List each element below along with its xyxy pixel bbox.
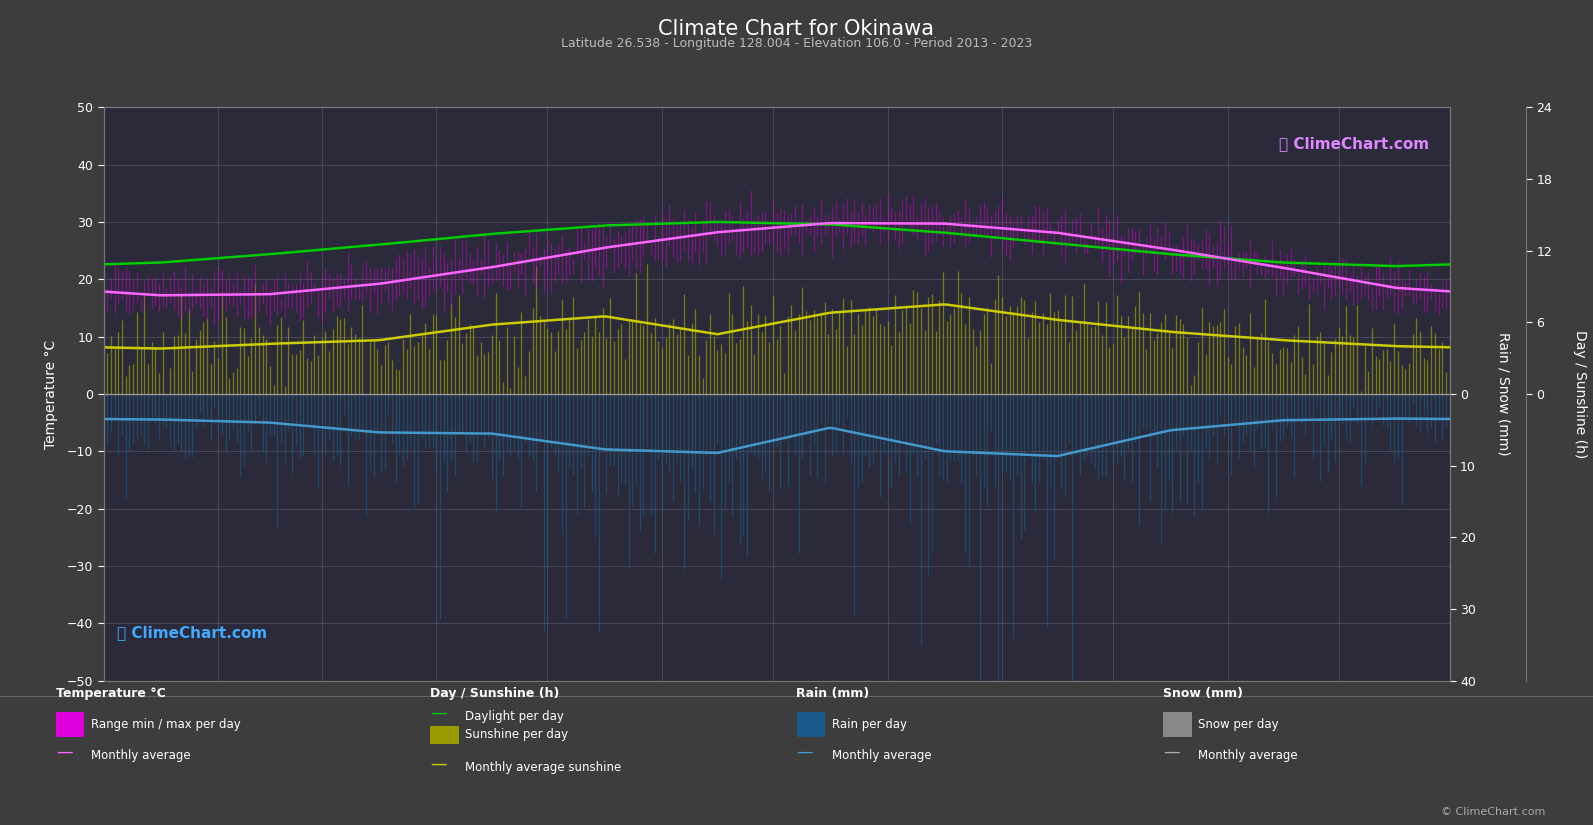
Text: Daylight per day: Daylight per day [465,710,564,724]
Text: Range min / max per day: Range min / max per day [91,718,241,731]
Text: —: — [56,742,72,761]
Text: Day / Sunshine (h): Day / Sunshine (h) [430,687,559,700]
Text: —: — [796,742,812,761]
Y-axis label: Day / Sunshine (h): Day / Sunshine (h) [1574,330,1587,458]
Text: Sunshine per day: Sunshine per day [465,728,569,741]
Text: 🌍 ClimeChart.com: 🌍 ClimeChart.com [1279,136,1429,151]
Y-axis label: Temperature °C: Temperature °C [45,339,59,449]
Text: Rain per day: Rain per day [832,718,906,731]
Text: —: — [430,704,446,722]
Y-axis label: Rain / Snow (mm): Rain / Snow (mm) [1497,332,1510,455]
Text: Snow (mm): Snow (mm) [1163,687,1243,700]
Text: Climate Chart for Okinawa: Climate Chart for Okinawa [658,19,935,39]
Text: Monthly average: Monthly average [832,749,932,762]
Text: Latitude 26.538 - Longitude 128.004 - Elevation 106.0 - Period 2013 - 2023: Latitude 26.538 - Longitude 128.004 - El… [561,37,1032,50]
Text: Snow per day: Snow per day [1198,718,1279,731]
Text: —: — [1163,742,1179,761]
Text: —: — [430,755,446,773]
Text: Rain (mm): Rain (mm) [796,687,870,700]
Text: Monthly average: Monthly average [1198,749,1298,762]
Text: Temperature °C: Temperature °C [56,687,166,700]
Text: Monthly average sunshine: Monthly average sunshine [465,761,621,775]
Text: Monthly average: Monthly average [91,749,191,762]
Text: © ClimeChart.com: © ClimeChart.com [1440,807,1545,817]
Text: 🌍 ClimeChart.com: 🌍 ClimeChart.com [116,625,268,640]
